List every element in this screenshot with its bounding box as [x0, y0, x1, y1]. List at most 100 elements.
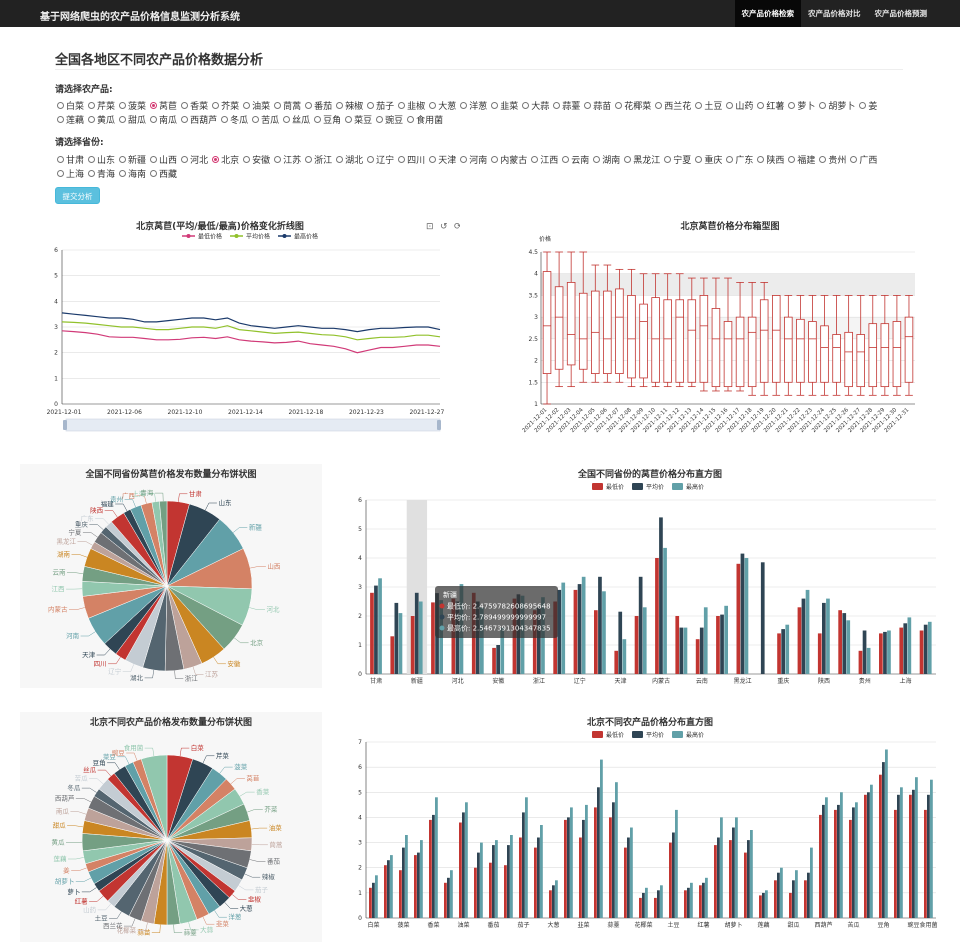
bar[interactable] — [672, 832, 675, 919]
product-radio-7[interactable]: 茼蒿 — [274, 100, 301, 112]
bar[interactable] — [480, 842, 483, 918]
bar[interactable] — [729, 840, 732, 918]
product-radio-10[interactable]: 茄子 — [367, 100, 394, 112]
radio-circle-icon[interactable] — [181, 116, 189, 123]
bar[interactable] — [804, 880, 807, 918]
box-item[interactable] — [759, 282, 769, 396]
box-item[interactable] — [832, 295, 841, 396]
bar[interactable] — [849, 819, 852, 918]
bar[interactable] — [882, 762, 885, 918]
radio-circle-icon[interactable] — [593, 156, 601, 163]
radio-circle-icon[interactable] — [407, 116, 415, 123]
bar[interactable] — [432, 814, 435, 918]
province-radio-12[interactable]: 天津 — [429, 154, 456, 166]
bar[interactable] — [909, 794, 912, 918]
radio-circle-icon[interactable] — [150, 116, 158, 123]
bar[interactable] — [819, 814, 822, 918]
radio-circle-icon[interactable] — [212, 156, 220, 163]
radio-circle-icon[interactable] — [181, 102, 189, 109]
bar[interactable] — [762, 892, 765, 918]
bar[interactable] — [927, 621, 932, 674]
box-item[interactable] — [603, 264, 612, 383]
bar[interactable] — [594, 610, 598, 674]
bar[interactable] — [387, 860, 390, 918]
bar[interactable] — [450, 870, 453, 918]
slider-handle-right[interactable] — [437, 420, 441, 430]
radio-circle-icon[interactable] — [274, 156, 282, 163]
product-radio-2[interactable]: 菠菜 — [119, 100, 146, 112]
radio-circle-icon[interactable] — [584, 102, 592, 109]
legend-swatch[interactable] — [672, 731, 683, 738]
bar[interactable] — [642, 607, 647, 674]
bar[interactable] — [675, 616, 680, 674]
bar[interactable] — [372, 882, 375, 918]
bar[interactable] — [740, 553, 745, 674]
box-item[interactable] — [784, 295, 793, 396]
bar[interactable] — [627, 837, 630, 919]
bar[interactable] — [927, 794, 930, 918]
bar[interactable] — [879, 774, 882, 918]
bar[interactable] — [609, 817, 612, 918]
radio-circle-icon[interactable] — [88, 170, 96, 177]
bar[interactable] — [378, 578, 382, 674]
province-radio-16[interactable]: 云南 — [562, 154, 589, 166]
box-item[interactable] — [856, 295, 865, 396]
product-radio-20[interactable]: 土豆 — [695, 100, 722, 112]
bar[interactable] — [369, 887, 372, 918]
bar[interactable] — [687, 887, 690, 918]
product-radio-16[interactable]: 蒜薹 — [553, 100, 580, 112]
bar[interactable] — [622, 639, 627, 674]
box-item[interactable] — [880, 295, 890, 396]
bar[interactable] — [912, 789, 915, 918]
submit-analysis-button[interactable]: 提交分析 — [55, 187, 100, 204]
province-radio-23[interactable]: 福建 — [788, 154, 815, 166]
bar[interactable] — [852, 807, 855, 918]
box-item[interactable] — [892, 295, 902, 396]
bar[interactable] — [477, 852, 480, 918]
nav-tab-price-search[interactable]: 农产品价格检索 — [734, 0, 801, 27]
bar[interactable] — [577, 584, 582, 674]
radio-circle-icon[interactable] — [150, 102, 158, 109]
bar[interactable] — [919, 630, 924, 675]
bar[interactable] — [765, 890, 768, 918]
bar[interactable] — [760, 562, 765, 674]
radio-circle-icon[interactable] — [398, 102, 406, 109]
bar[interactable] — [567, 817, 570, 918]
bar[interactable] — [744, 852, 747, 918]
bar[interactable] — [462, 812, 465, 918]
radio-circle-icon[interactable] — [429, 102, 437, 109]
bar[interactable] — [720, 817, 723, 918]
box-item[interactable] — [844, 295, 853, 396]
bar[interactable] — [618, 611, 623, 674]
bar[interactable] — [500, 627, 505, 674]
bar[interactable] — [732, 827, 735, 919]
bar[interactable] — [840, 792, 843, 918]
bar[interactable] — [822, 804, 825, 918]
product-radio-28[interactable]: 甜瓜 — [119, 114, 146, 126]
province-radio-28[interactable]: 海南 — [119, 168, 146, 180]
province-radio-5[interactable]: 北京 — [212, 154, 239, 166]
bar[interactable] — [894, 809, 897, 918]
radio-circle-icon[interactable] — [819, 102, 827, 109]
bar[interactable] — [557, 589, 562, 674]
bar[interactable] — [657, 890, 660, 918]
product-radio-15[interactable]: 大蒜 — [522, 100, 549, 112]
bar[interactable] — [864, 794, 867, 918]
bar[interactable] — [825, 797, 828, 918]
province-radio-15[interactable]: 江西 — [531, 154, 558, 166]
product-radio-37[interactable]: 食用菌 — [407, 114, 443, 126]
province-radio-8[interactable]: 浙江 — [305, 154, 332, 166]
radio-circle-icon[interactable] — [562, 156, 570, 163]
legend-marker[interactable] — [234, 234, 239, 238]
radio-circle-icon[interactable] — [336, 156, 344, 163]
box-item[interactable] — [820, 295, 829, 396]
bar[interactable] — [394, 602, 399, 674]
radio-circle-icon[interactable] — [531, 156, 539, 163]
series-line[interactable] — [61, 330, 441, 354]
bar[interactable] — [612, 802, 615, 918]
product-radio-18[interactable]: 花椰菜 — [615, 100, 651, 112]
bar[interactable] — [624, 847, 627, 918]
bar[interactable] — [465, 802, 468, 918]
bar[interactable] — [370, 592, 374, 674]
bar[interactable] — [489, 862, 492, 918]
